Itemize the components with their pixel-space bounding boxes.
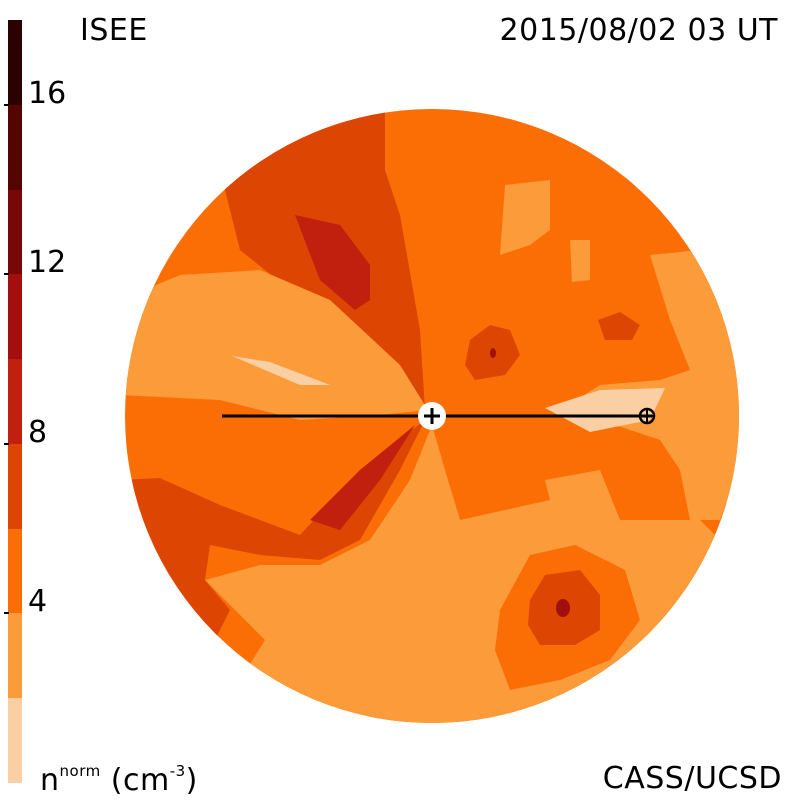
timestamp: 2015/08/02 03 UT	[499, 13, 778, 48]
colorbar-tick-label: 4	[28, 584, 48, 620]
colorbar-level-1	[8, 613, 22, 699]
colorbar-level-6	[8, 189, 22, 275]
contour-top-right-small	[570, 240, 590, 282]
colorbar-level-3	[8, 443, 22, 529]
colorbar-tick-label: 8	[28, 414, 48, 450]
units-paren-open: (cm	[110, 763, 170, 798]
units-base: n	[40, 763, 60, 798]
colorbar-level-0	[8, 698, 22, 783]
colorbar-tick-label: 16	[28, 75, 67, 111]
colorbar-level-5	[8, 274, 22, 360]
contour-lower-right-peak	[556, 599, 570, 617]
contour-lower-left	[125, 420, 425, 640]
units-superscript: norm	[59, 762, 101, 780]
colorbar-level-2	[8, 528, 22, 614]
contour-top-right-patch	[500, 180, 550, 255]
contour-left-light	[232, 356, 330, 385]
units-label: nnorm (cm-3)	[40, 764, 198, 796]
contour-left-band	[125, 270, 428, 420]
contour-right-dark-spot	[598, 312, 640, 340]
contour-center-finger	[440, 440, 480, 490]
model-label: ISEE	[80, 13, 148, 48]
contour-right-band	[560, 250, 739, 520]
colorbar-tick-mark	[4, 103, 9, 106]
contour-upper-left-peak	[295, 215, 370, 310]
colorbar-level-7	[8, 104, 22, 190]
colorbar-tick-mark	[4, 612, 9, 615]
contour-lower-left-peak	[310, 425, 415, 530]
colorbar-tick-mark	[4, 273, 9, 276]
credit-label: CASS/UCSD	[602, 761, 782, 796]
colorbar	[8, 20, 22, 783]
units-paren-close: )	[185, 763, 198, 798]
colorbar-tick-mark	[4, 442, 9, 445]
colorbar-level-8	[8, 20, 22, 105]
contour-center-top-peak	[490, 348, 496, 358]
units-exponent: -3	[169, 762, 186, 780]
contour-right-light	[545, 388, 665, 432]
colorbar-level-4	[8, 359, 22, 444]
colorbar-tick-label: 12	[28, 245, 67, 281]
